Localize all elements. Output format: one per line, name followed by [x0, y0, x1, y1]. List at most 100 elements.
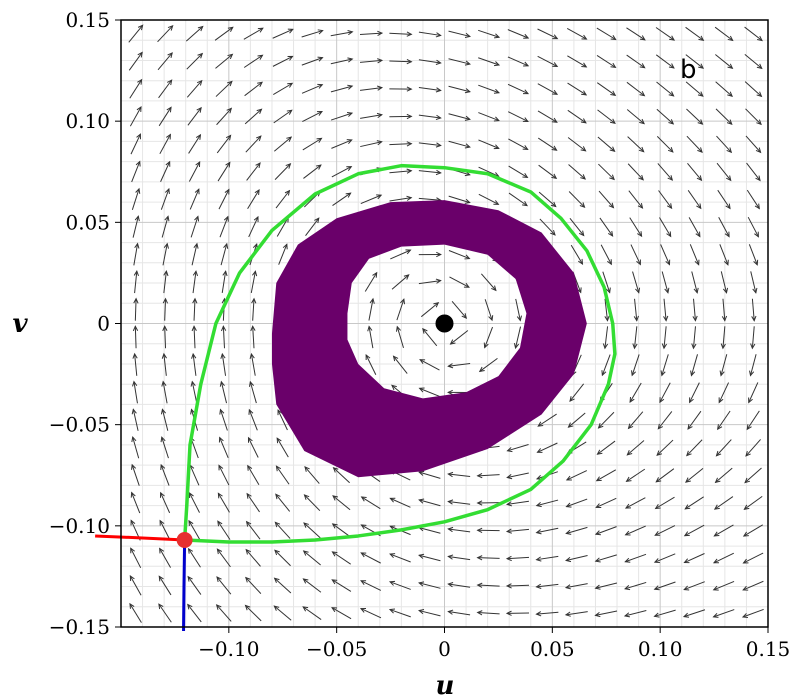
field-arrow	[564, 583, 588, 590]
field-arrow	[744, 81, 763, 98]
field-arrow	[418, 86, 442, 93]
field-arrow	[162, 325, 168, 349]
field-arrow	[506, 472, 529, 480]
field-arrow	[717, 410, 731, 431]
field-arrow	[247, 436, 259, 458]
field-arrow	[274, 549, 291, 567]
field-arrow	[447, 499, 471, 505]
field-arrow	[389, 58, 413, 65]
field-arrow	[687, 190, 702, 210]
field-arrow	[186, 52, 204, 70]
field-arrow	[272, 28, 294, 39]
field-arrow	[161, 352, 167, 376]
field-arrow	[302, 578, 322, 593]
field-arrow	[626, 109, 645, 125]
field-arrow	[244, 108, 263, 125]
field-arrow	[160, 408, 169, 431]
field-arrow	[626, 81, 646, 97]
field-arrow	[448, 30, 472, 38]
field-arrow	[418, 387, 441, 398]
field-arrow	[538, 191, 557, 208]
field-arrow	[661, 271, 670, 294]
field-arrow	[602, 271, 611, 294]
field-arrow	[187, 575, 202, 595]
field-arrow	[359, 58, 384, 64]
y-tick-label: −0.15	[49, 615, 110, 639]
field-arrow	[600, 244, 612, 266]
field-arrow	[715, 439, 732, 457]
field-arrow	[718, 217, 730, 238]
field-arrow	[448, 140, 471, 149]
field-arrow	[157, 52, 173, 71]
field-arrow	[476, 473, 500, 479]
field-arrow	[535, 527, 559, 535]
field-arrow	[219, 380, 228, 404]
field-arrow	[389, 86, 413, 92]
field-arrow	[273, 82, 294, 96]
y-tick-label: −0.05	[49, 413, 110, 437]
field-arrow	[274, 163, 292, 180]
field-arrow	[131, 435, 140, 459]
field-arrow	[505, 583, 530, 589]
field-arrow	[190, 380, 198, 404]
field-arrow	[714, 26, 734, 42]
field-arrow	[301, 83, 324, 94]
field-arrow	[247, 188, 260, 209]
field-arrow	[746, 189, 760, 210]
field-arrow	[219, 408, 228, 431]
field-arrow	[507, 29, 530, 39]
x-tick-label: 0.15	[746, 637, 791, 661]
field-arrow	[131, 463, 140, 486]
field-arrow	[539, 218, 556, 236]
field-arrow	[602, 326, 609, 350]
field-arrow	[507, 111, 529, 122]
field-arrow	[476, 500, 500, 506]
field-arrow	[273, 605, 292, 621]
field-arrow	[478, 193, 500, 205]
field-arrow	[219, 215, 229, 238]
field-arrow	[275, 465, 290, 485]
field-arrow	[476, 555, 500, 561]
field-arrow	[396, 298, 406, 321]
field-arrow	[273, 136, 293, 152]
field-arrow	[742, 552, 764, 564]
field-arrow	[716, 162, 732, 182]
field-arrow	[653, 553, 676, 564]
field-arrow	[447, 526, 471, 533]
field-arrow	[480, 273, 497, 292]
field-arrow	[567, 82, 588, 96]
field-arrow	[418, 278, 442, 285]
field-arrow	[683, 524, 705, 537]
field-arrow	[538, 164, 558, 180]
field-arrow	[448, 250, 471, 260]
field-arrow	[721, 298, 728, 322]
field-arrow	[601, 354, 611, 377]
field-arrow	[567, 137, 587, 152]
field-arrow	[624, 525, 646, 536]
field-arrow	[251, 297, 257, 321]
field-arrow	[250, 270, 258, 294]
field-arrow	[303, 494, 321, 512]
field-arrow	[743, 495, 763, 510]
field-arrow	[360, 194, 383, 204]
field-arrow	[129, 602, 142, 623]
field-arrow	[687, 162, 703, 182]
field-arrow	[160, 160, 171, 182]
field-arrow	[248, 380, 257, 404]
field-arrow	[656, 81, 675, 97]
field-arrow	[304, 466, 320, 484]
field-arrow	[653, 581, 676, 591]
y-tick-label: 0.05	[65, 210, 110, 234]
field-arrow	[447, 471, 471, 478]
field-arrow	[567, 55, 588, 68]
field-arrow	[716, 135, 733, 154]
field-arrow	[275, 493, 291, 512]
x-axis-label: u	[436, 671, 455, 700]
field-arrow	[332, 192, 352, 206]
field-arrow	[478, 112, 500, 122]
field-arrow	[129, 105, 142, 127]
field-arrow	[216, 134, 232, 154]
field-arrow	[133, 242, 140, 266]
field-arrow	[301, 29, 324, 38]
field-arrow	[392, 355, 408, 374]
